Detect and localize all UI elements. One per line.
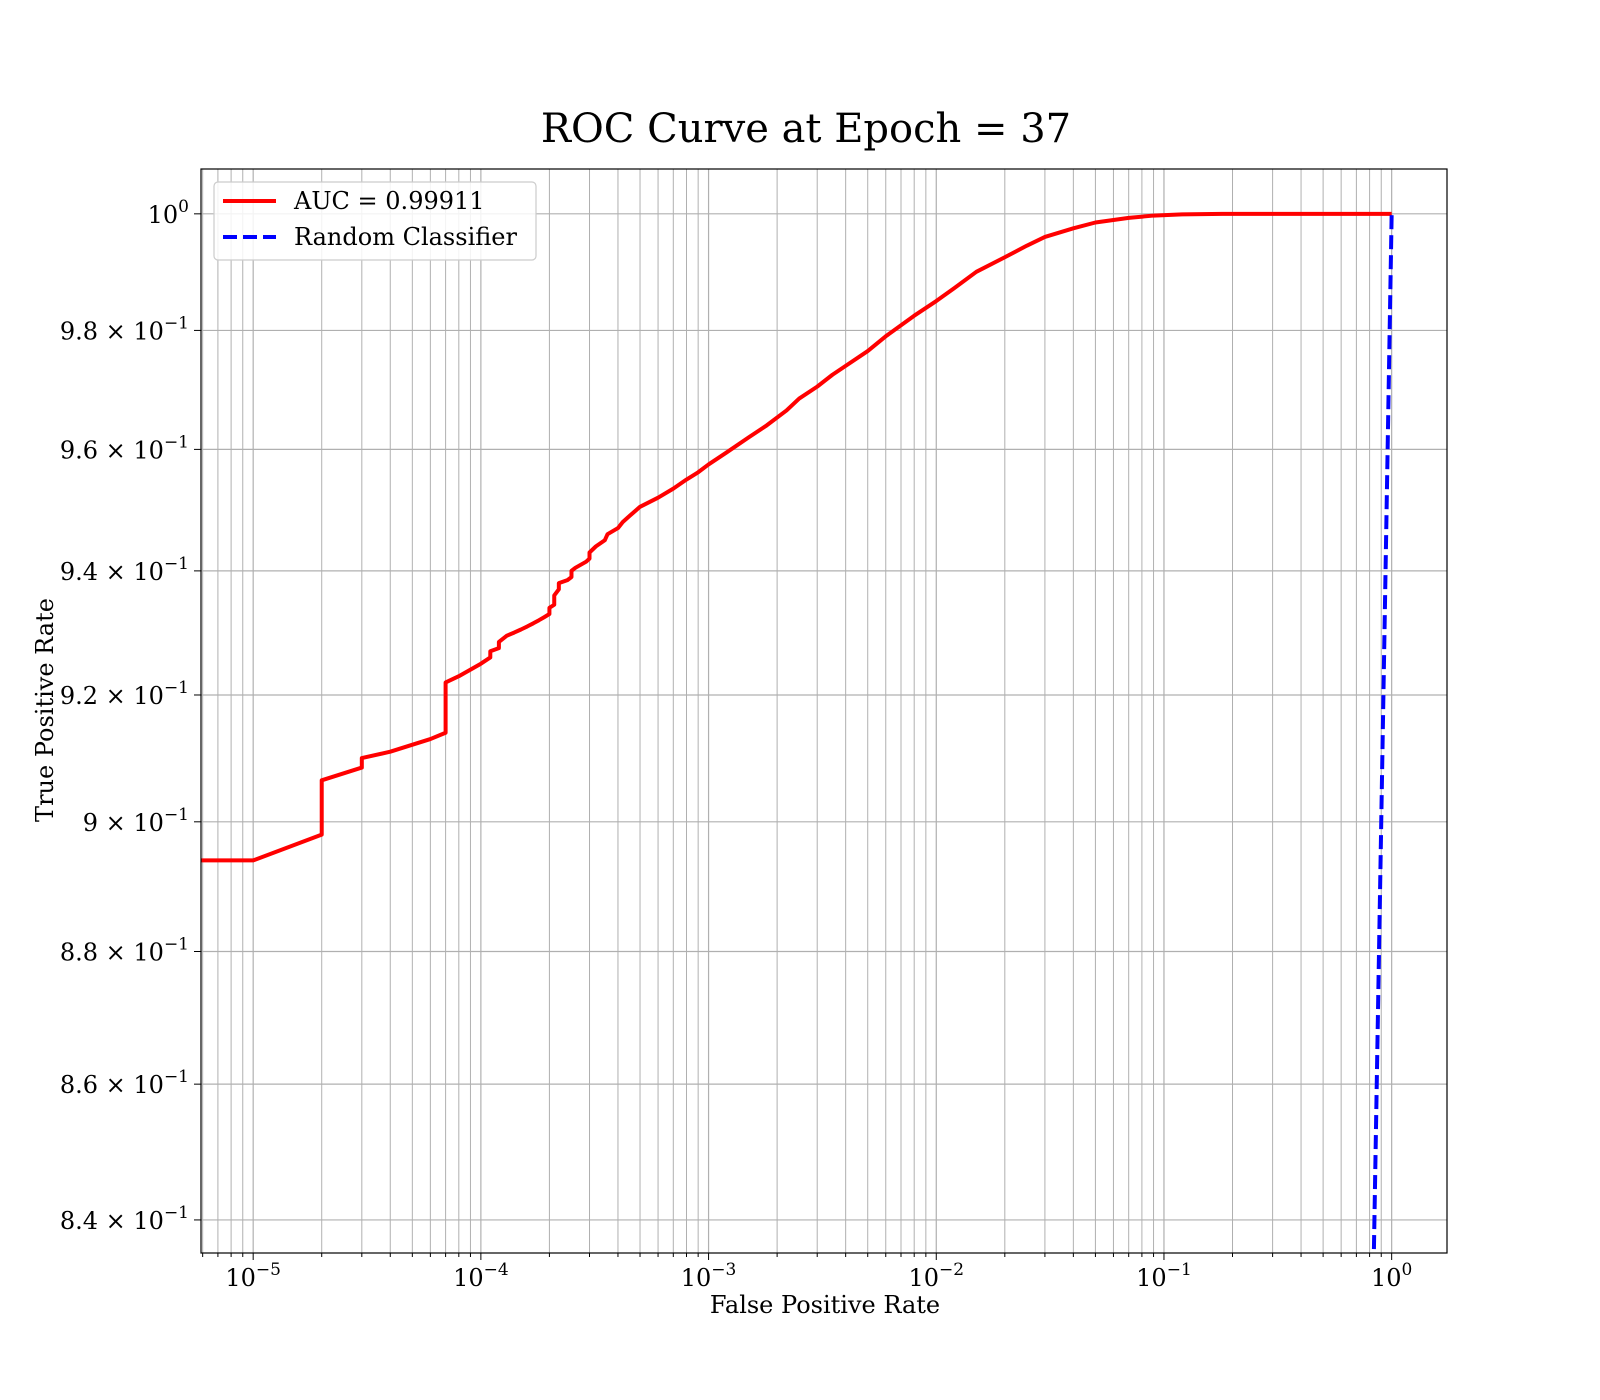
legend-label-random: Random Classifier xyxy=(294,223,517,251)
y-tick-label: 100 xyxy=(148,197,189,229)
y-tick-label: 8.6 × 10−1 xyxy=(60,1067,189,1099)
series-roc-curve xyxy=(201,211,1392,863)
plot-background xyxy=(201,169,1447,1253)
y-tick-label: 9.4 × 10−1 xyxy=(60,554,189,586)
x-tick-label: 10−2 xyxy=(908,1260,964,1292)
legend: AUC = 0.99911 Random Classifier xyxy=(213,181,537,261)
x-tick-label: 10−1 xyxy=(1136,1260,1192,1292)
x-tick-label: 10−3 xyxy=(681,1260,737,1292)
series-random-classifier xyxy=(1371,213,1394,1253)
y-tick-label: 9.6 × 10−1 xyxy=(60,432,189,464)
legend-box xyxy=(213,181,537,261)
x-tick-label: 10−4 xyxy=(453,1260,509,1292)
x-axis-label: False Positive Rate xyxy=(710,1291,940,1319)
chart-title: ROC Curve at Epoch = 37 xyxy=(541,106,1071,152)
plot-area xyxy=(201,211,1394,1253)
axes-frame xyxy=(200,168,1448,1254)
y-axis-label: True Positive Rate xyxy=(31,598,59,822)
y-tick-label: 9 × 10−1 xyxy=(83,805,189,837)
y-tick-label: 8.4 × 10−1 xyxy=(60,1203,189,1235)
x-tick-label: 10−5 xyxy=(225,1260,281,1292)
grid xyxy=(201,169,1447,1253)
axes: 10−5 10−4 10−3 10−2 10−1 100 100 9.8 × 10−1 9.6 … xyxy=(60,168,1448,1292)
y-tick-label: 9.8 × 10−1 xyxy=(60,313,189,345)
y-tick-label: 9.2 × 10−1 xyxy=(60,678,189,710)
legend-label-roc: AUC = 0.99911 xyxy=(293,187,485,215)
y-tick-label: 8.8 × 10−1 xyxy=(60,934,189,966)
x-tick-label: 100 xyxy=(1371,1260,1412,1292)
